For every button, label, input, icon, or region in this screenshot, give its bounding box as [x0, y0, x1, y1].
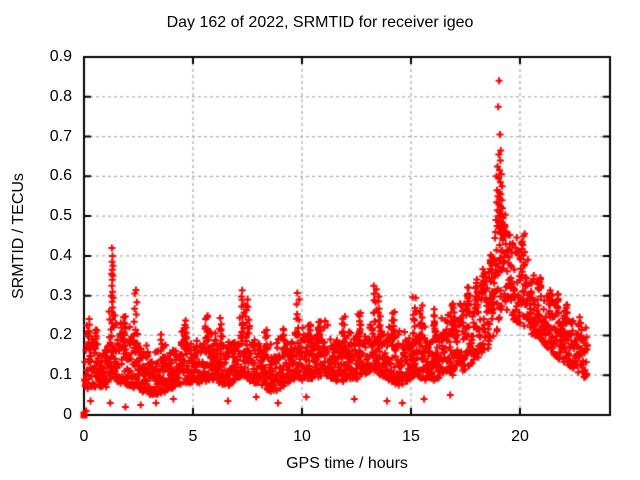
x-tick-label: 20: [511, 428, 529, 445]
y-tick-label: 0.9: [49, 48, 72, 65]
y-tick-label: 0.2: [49, 326, 72, 344]
y-tick-label: 0.6: [49, 167, 72, 185]
y-tick-label: 0.5: [49, 207, 72, 225]
y-tick-label: 0.1: [49, 366, 72, 384]
y-axis-title: SRMTID / TECUs: [10, 173, 27, 299]
y-tick-label: 0.4: [49, 246, 72, 264]
x-tick-label: 10: [293, 428, 311, 445]
chart-title: Day 162 of 2022, SRMTID for receiver ige…: [166, 14, 474, 31]
x-tick-label: 0: [79, 428, 89, 445]
x-tick-label: 5: [188, 428, 198, 445]
y-tick-label: 0.7: [49, 127, 72, 145]
y-tick-label: 0: [63, 406, 72, 423]
y-tick-label: 0.3: [49, 286, 72, 304]
x-axis-title: GPS time / hours: [286, 455, 408, 472]
x-tick-label: 15: [402, 428, 420, 445]
y-tick-label: 0.8: [49, 87, 72, 105]
